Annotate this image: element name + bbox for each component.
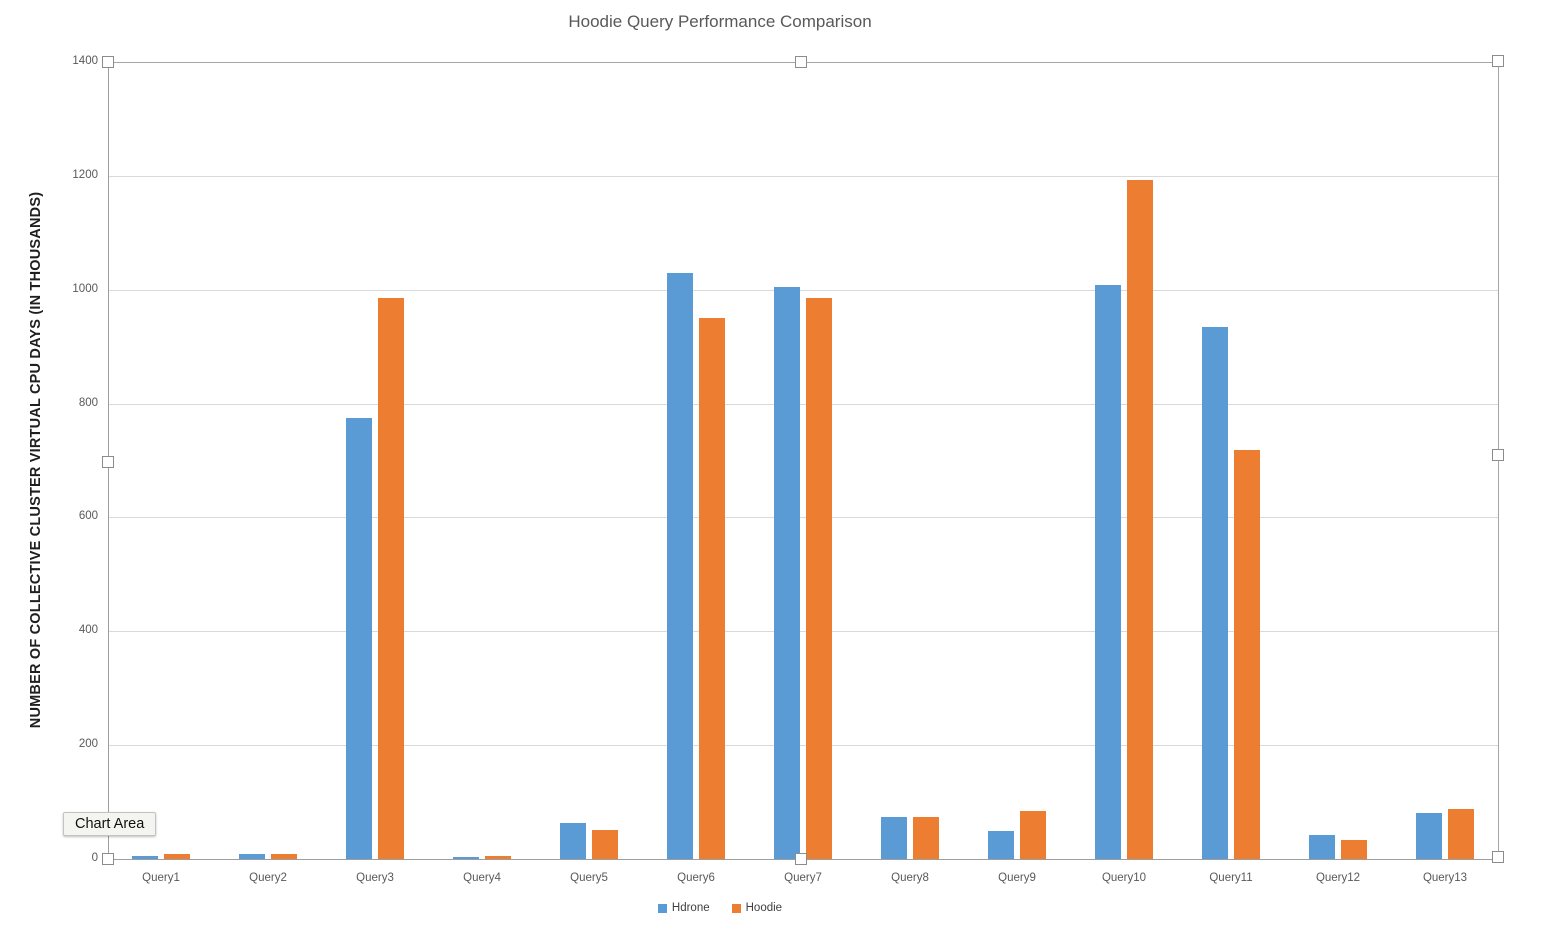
y-axis-title[interactable]: NUMBER OF COLLECTIVE CLUSTER VIRTUAL CPU… <box>28 191 44 729</box>
selection-handle-top-middle[interactable] <box>795 56 807 68</box>
legend-label-hoodie: Hoodie <box>745 902 783 914</box>
selection-handle-bottom-right[interactable] <box>1492 851 1504 863</box>
y-tick-label-400: 400 <box>78 624 98 637</box>
legend-item-hdrone[interactable]: Hdrone <box>657 902 710 914</box>
selection-handle-bottom-left[interactable] <box>102 853 114 865</box>
gridline-1200 <box>108 175 1498 177</box>
bar-hdrone-query5[interactable] <box>560 823 586 859</box>
legend[interactable]: Hdrone Hoodie <box>0 902 1440 914</box>
plot-area[interactable] <box>108 62 1498 859</box>
bar-hoodie-query13[interactable] <box>1448 809 1474 859</box>
gridline-1000 <box>108 289 1498 291</box>
bar-hoodie-query12[interactable] <box>1341 840 1367 859</box>
x-tick-label-query5: Query5 <box>570 872 608 884</box>
bar-hdrone-query11[interactable] <box>1202 327 1228 859</box>
x-tick-label-query12: Query12 <box>1315 872 1361 884</box>
bar-hoodie-query10[interactable] <box>1127 180 1153 859</box>
x-tick-label-query1: Query1 <box>142 872 180 884</box>
bar-hoodie-query4[interactable] <box>485 856 511 859</box>
selection-handle-middle-left[interactable] <box>102 456 114 468</box>
selection-handle-bottom-middle[interactable] <box>795 853 807 865</box>
bar-hdrone-query6[interactable] <box>667 273 693 859</box>
legend-swatch-hoodie <box>731 903 741 913</box>
y-tick-label-600: 600 <box>78 510 98 523</box>
x-tick-label-query6: Query6 <box>677 872 715 884</box>
bar-hoodie-query3[interactable] <box>378 298 404 859</box>
x-tick-label-query7: Query7 <box>784 872 822 884</box>
bar-hdrone-query4[interactable] <box>453 857 479 859</box>
chart-area-tooltip: Chart Area <box>63 812 157 836</box>
gridline-200 <box>108 745 1498 747</box>
y-tick-label-1000: 1000 <box>72 282 98 295</box>
selection-handle-middle-right[interactable] <box>1492 449 1504 461</box>
gridline-800 <box>108 403 1498 405</box>
bar-hoodie-query9[interactable] <box>1020 811 1046 859</box>
selection-handle-top-left[interactable] <box>102 56 114 68</box>
selection-handle-top-right[interactable] <box>1492 55 1504 67</box>
bar-hoodie-query8[interactable] <box>913 817 939 859</box>
bar-hdrone-query13[interactable] <box>1416 813 1442 859</box>
gridline-400 <box>108 631 1498 633</box>
y-tick-label-0: 0 <box>91 852 98 864</box>
bar-hdrone-query1[interactable] <box>132 856 158 859</box>
legend-swatch-hdrone <box>657 903 667 913</box>
x-tick-label-query4: Query4 <box>463 872 501 884</box>
bar-hdrone-query12[interactable] <box>1309 835 1335 859</box>
bar-hoodie-query5[interactable] <box>592 830 618 859</box>
bar-hoodie-query11[interactable] <box>1234 450 1260 859</box>
bar-hoodie-query2[interactable] <box>271 854 297 859</box>
bar-hdrone-query8[interactable] <box>881 817 907 859</box>
bar-hdrone-query7[interactable] <box>774 287 800 859</box>
chart-title[interactable]: Hoodie Query Performance Comparison <box>568 12 872 31</box>
gridline-600 <box>108 517 1498 519</box>
legend-label-hdrone: Hdrone <box>671 902 710 914</box>
x-tick-label-query9: Query9 <box>998 872 1036 884</box>
bar-hdrone-query10[interactable] <box>1095 285 1121 859</box>
bar-hdrone-query3[interactable] <box>346 418 372 859</box>
bar-hoodie-query1[interactable] <box>164 854 190 859</box>
bar-hdrone-query2[interactable] <box>239 854 265 859</box>
y-tick-label-800: 800 <box>78 396 98 409</box>
x-tick-label-query3: Query3 <box>356 872 394 884</box>
x-tick-label-query2: Query2 <box>249 872 287 884</box>
y-tick-label-1400: 1400 <box>72 55 98 67</box>
y-tick-label-1200: 1200 <box>72 168 98 181</box>
bar-hoodie-query6[interactable] <box>699 318 725 859</box>
bar-hdrone-query9[interactable] <box>988 831 1014 859</box>
x-tick-label-query13: Query13 <box>1422 872 1468 884</box>
x-tick-label-query8: Query8 <box>891 872 929 884</box>
bar-hoodie-query7[interactable] <box>806 298 832 859</box>
x-tick-label-query10: Query10 <box>1101 872 1147 884</box>
x-tick-label-query11: Query11 <box>1209 872 1253 884</box>
y-tick-label-200: 200 <box>78 738 98 751</box>
legend-item-hoodie[interactable]: Hoodie <box>731 902 783 914</box>
